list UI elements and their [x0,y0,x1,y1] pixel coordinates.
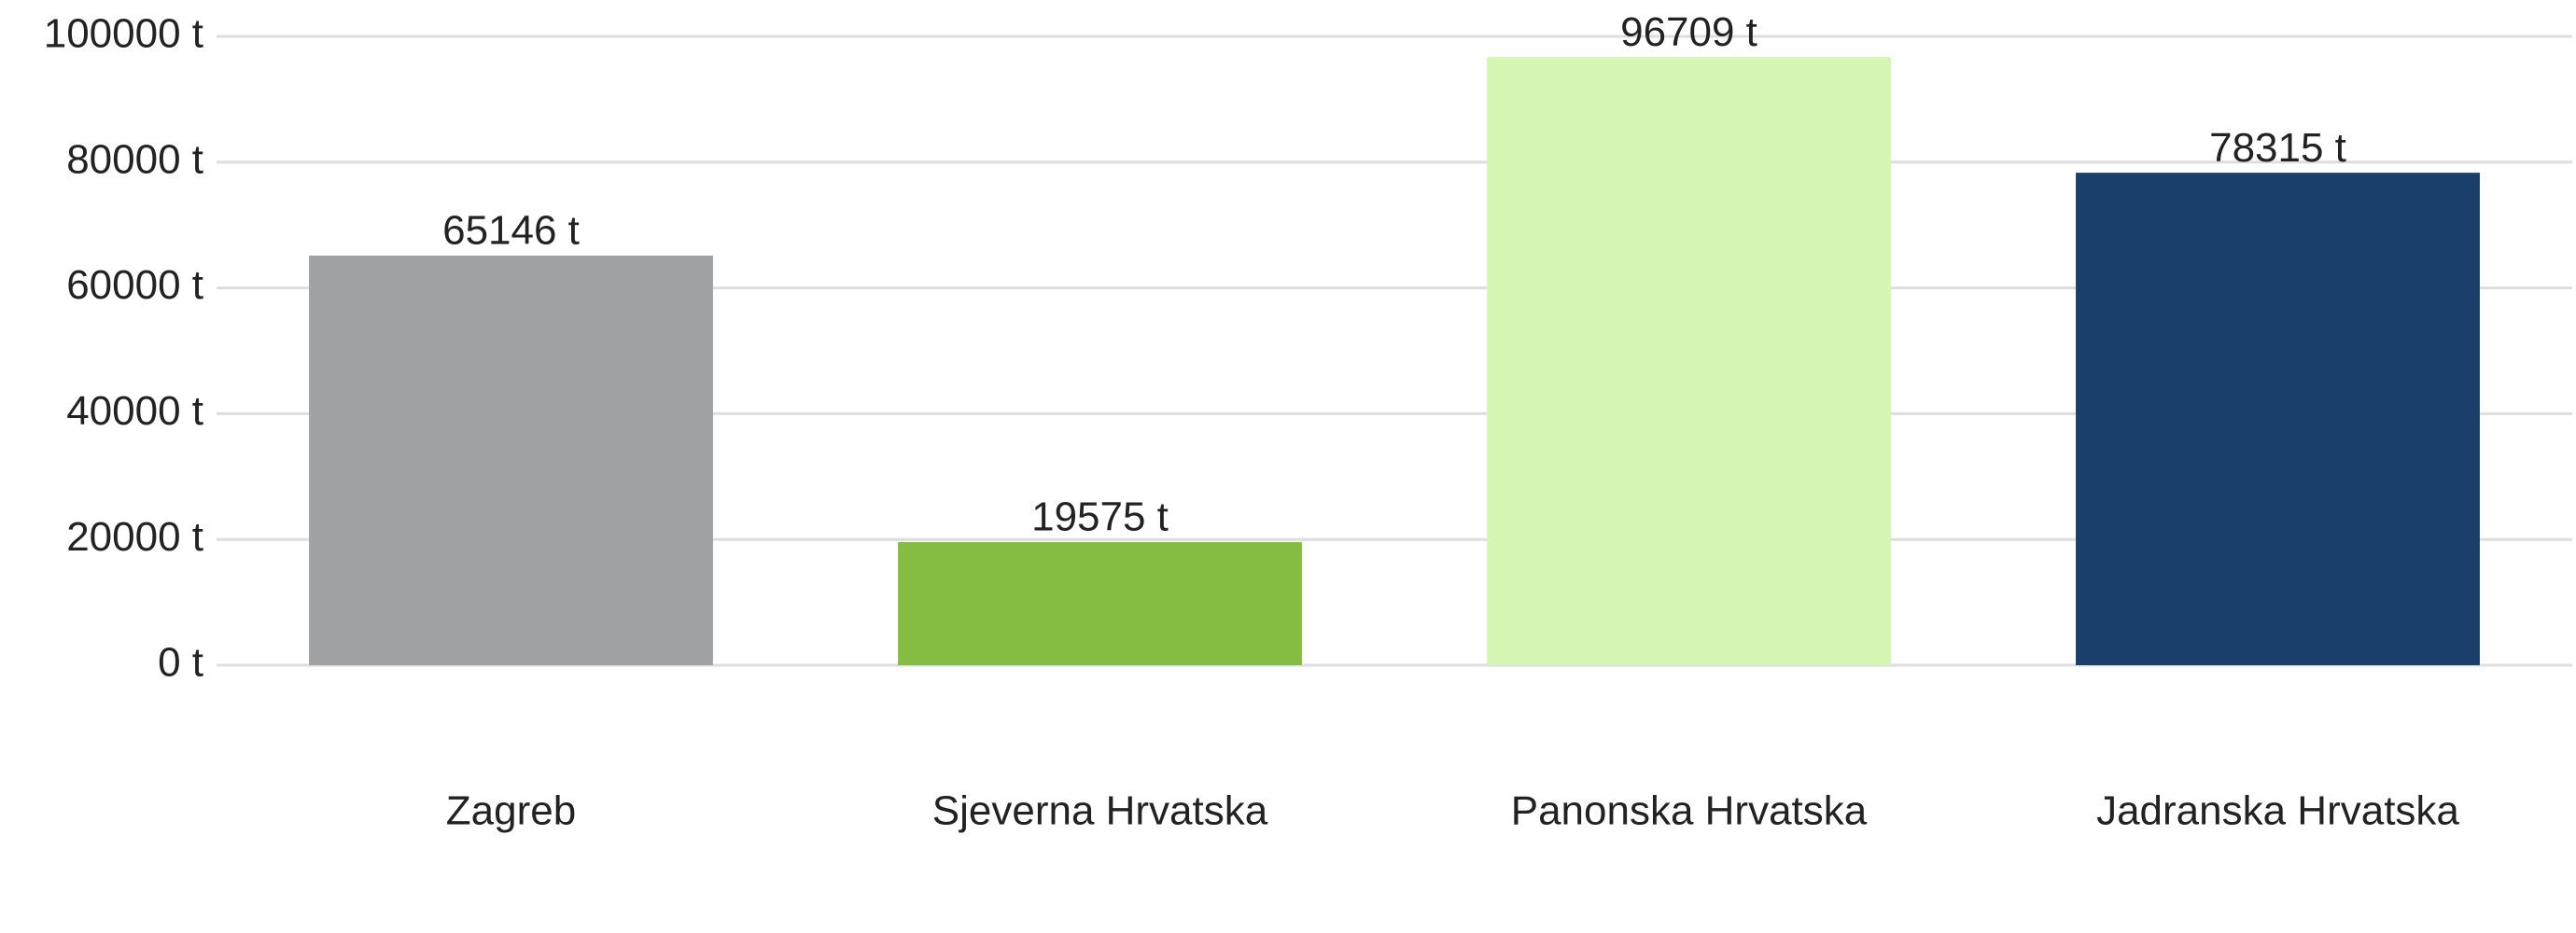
value-label: 19575 t [1031,494,1169,540]
value-label: 65146 t [442,208,580,254]
x-tick-label: Panonska Hrvatska [1511,788,1868,834]
x-tick-label: Sjeverna Hrvatska [932,788,1268,834]
bar [898,542,1302,665]
value-label: 96709 t [1620,9,1757,55]
y-tick-label: 20000 t [66,514,203,560]
bar [2076,173,2480,665]
value-label: 78315 t [2209,125,2346,171]
y-tick-label: 60000 t [66,262,203,308]
y-tick-label: 0 t [158,640,203,686]
bar [1487,57,1891,666]
y-tick-label: 100000 t [44,11,203,57]
y-tick-label: 40000 t [66,388,203,434]
y-tick-label: 80000 t [66,136,203,182]
x-tick-label: Zagreb [446,788,576,834]
bar [309,255,713,665]
x-tick-label: Jadranska Hrvatska [2096,788,2459,834]
